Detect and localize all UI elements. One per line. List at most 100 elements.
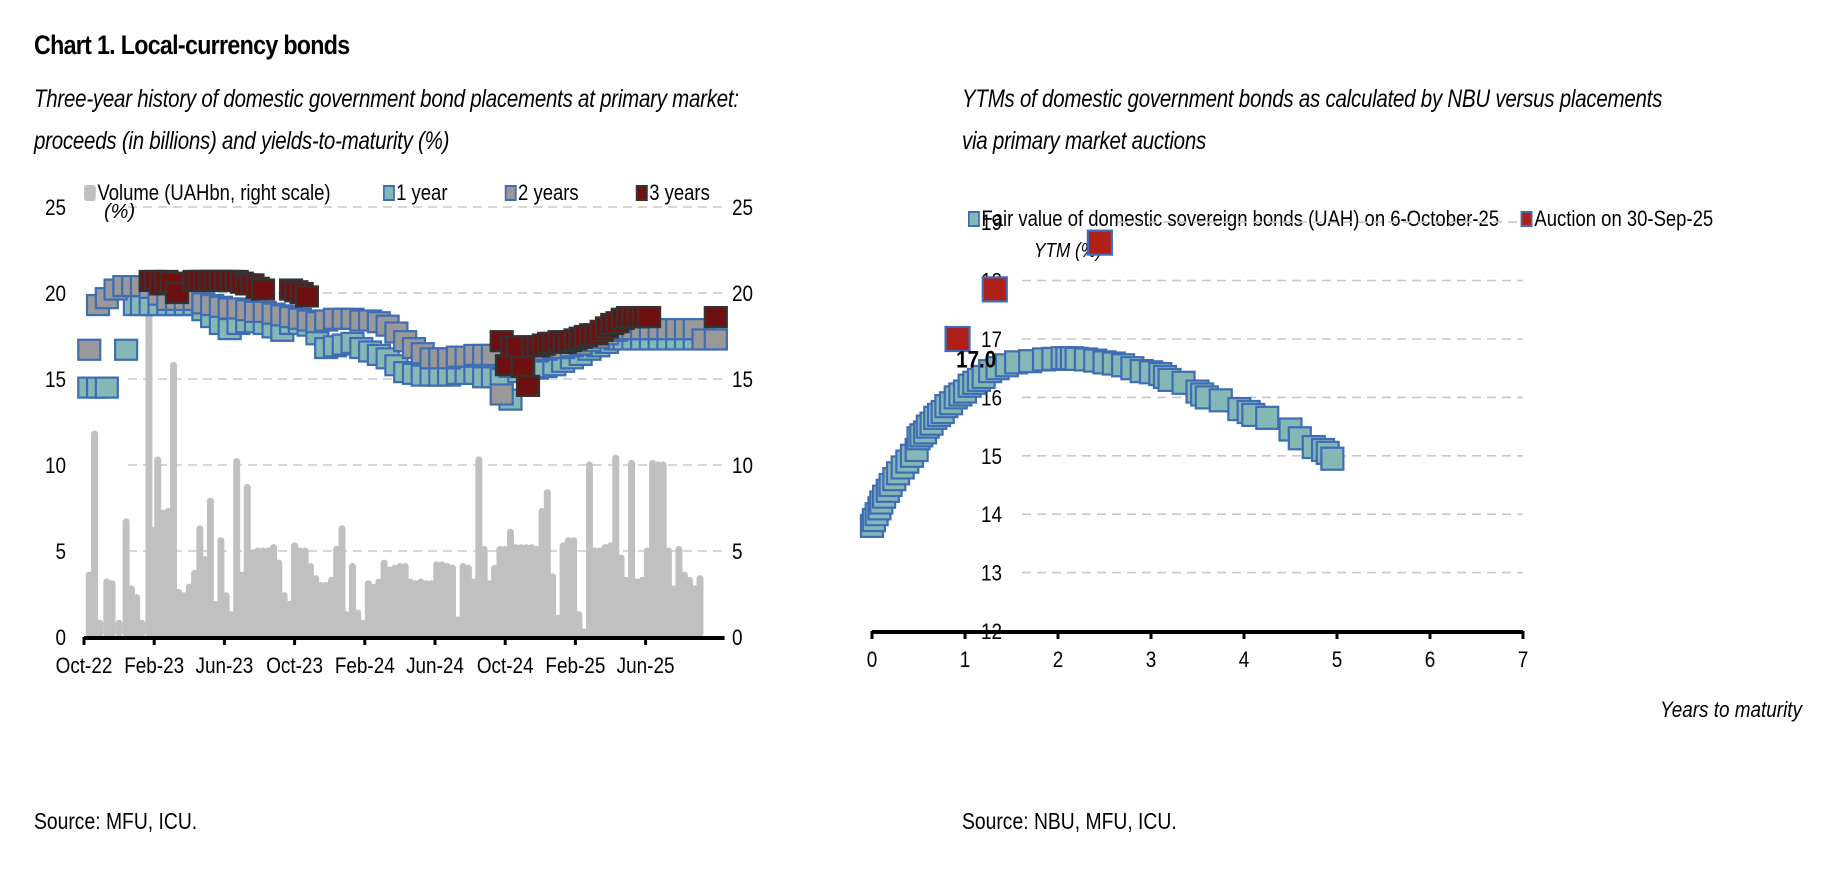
volume-bar	[470, 578, 478, 637]
x-tick-label: 4	[1239, 648, 1250, 673]
volume-bar	[528, 544, 536, 637]
y-tick-label-right: 15	[732, 368, 753, 393]
right-subtitle-line2: via primary market auctions	[962, 127, 1207, 155]
y-tick-label-right: 10	[732, 454, 753, 479]
right-legend: Fair value of domestic sovereign bonds (…	[968, 206, 1713, 232]
volume-bar	[633, 578, 641, 637]
volume-bar	[491, 564, 499, 637]
left-legend: Volume (UAHbn, right scale) 1 year 2 yea…	[84, 180, 710, 206]
three-year-marker	[250, 278, 276, 301]
volume-bar	[570, 537, 578, 637]
fair-value-marker	[1255, 405, 1280, 430]
volume-bar	[675, 545, 683, 637]
volume-bar	[127, 585, 135, 637]
volume-bar	[322, 581, 330, 637]
volume-bar	[607, 542, 614, 637]
right-source: Source: NBU, MFU, ICU.	[962, 808, 1177, 834]
y-tick-label-right: 20	[732, 282, 753, 307]
volume-bar	[222, 592, 230, 637]
volume-bar	[312, 575, 320, 637]
volume-bar	[380, 559, 388, 637]
volume-bar	[464, 564, 472, 637]
volume-bar	[422, 580, 430, 637]
x-tick-label: Oct-23	[266, 654, 323, 679]
volume-bar	[327, 576, 335, 637]
left-chart: 0 5 10 15 20 25 0 5 10 15 20 25 (%) Oct-22 Feb-23 Jun-2…	[45, 196, 753, 679]
volume-bar	[449, 564, 457, 637]
volume-bar	[549, 573, 557, 637]
volume-bar	[459, 563, 467, 637]
volume-bar	[375, 578, 383, 637]
volume-bar	[122, 518, 130, 637]
volume-bar	[591, 547, 599, 637]
volume-bar	[115, 619, 123, 637]
one-year-marker	[114, 338, 139, 361]
volume-bar	[691, 585, 699, 637]
y-tick-label: 19	[981, 211, 1002, 236]
right-subtitle-rest: of domestic government bonds as calculat…	[1014, 85, 1663, 113]
volume-bar	[533, 545, 541, 637]
legend-label-auction: Auction on 30-Sep-25	[1534, 206, 1714, 231]
fair-value-swatch-icon	[968, 211, 980, 227]
three-year-marker	[703, 305, 728, 329]
volume-bar	[622, 576, 630, 637]
volume-bar	[138, 619, 146, 637]
volume-bar	[670, 585, 678, 637]
volume-bar	[270, 544, 278, 637]
volume-bar	[617, 554, 625, 637]
x-tick-label: Jun-24	[406, 654, 464, 679]
volume-bar	[396, 563, 404, 637]
volume-bar	[301, 547, 309, 637]
volume-bar	[191, 569, 199, 637]
volume-bar	[243, 483, 251, 637]
volume-bar	[333, 545, 341, 637]
auction-marker	[1086, 229, 1113, 256]
left-source: Source: MFU, ICU.	[34, 808, 198, 834]
volume-bar	[664, 547, 672, 637]
left-subtitle-line1: Three-year history of domestic governmen…	[34, 85, 739, 113]
volume-bar	[343, 611, 351, 637]
x-tick-label: Feb-25	[545, 654, 605, 679]
three-year-marker	[637, 305, 662, 329]
right-subtitle-ytms: YTMs	[962, 85, 1015, 113]
legend-label-1-year: 1 year	[396, 180, 448, 205]
data-label-annotation: 17.0	[956, 346, 996, 373]
volume-bar	[91, 430, 99, 637]
legend-item-1-year: 1 year	[382, 180, 448, 206]
volume-bar	[517, 544, 525, 637]
volume-bar	[108, 580, 116, 637]
volume-bar	[427, 580, 435, 637]
volume-bar	[654, 461, 662, 637]
volume-bar	[401, 563, 409, 637]
volume-bar	[496, 545, 504, 637]
volume-bar	[406, 578, 414, 637]
two-year-marker	[489, 383, 514, 406]
y-tick-label-right: 5	[732, 540, 743, 565]
legend-label-fair-value: Fair value of domestic sovereign bonds (…	[981, 206, 1500, 231]
volume-bar	[275, 559, 283, 637]
volume-bar	[280, 592, 288, 637]
y-tick-label-left: 25	[45, 196, 66, 221]
y-tick-label-left: 20	[45, 282, 66, 307]
y-tick-label-right: 25	[732, 196, 753, 221]
volume-bar	[659, 461, 667, 637]
volume-bar	[254, 547, 262, 637]
fair-value-marker	[1320, 446, 1345, 471]
three-year-marker	[515, 374, 541, 397]
volume-bar	[475, 456, 483, 637]
volume-bar	[480, 545, 488, 637]
auction-marker	[944, 325, 971, 353]
x-tick-label: Oct-22	[56, 654, 113, 679]
y-tick-label-left: 10	[45, 454, 66, 479]
volume-bar	[145, 275, 153, 637]
y-tick-label: 14	[981, 503, 1002, 528]
volume-bar	[306, 563, 314, 637]
right-subtitle-line1: YTMs of domestic government bonds as cal…	[962, 78, 1662, 120]
volume-bar	[85, 571, 93, 637]
three-year-swatch-icon	[635, 185, 648, 201]
y-axis-label: (%)	[104, 201, 135, 223]
volume-bar	[317, 581, 325, 637]
volume-bar	[575, 611, 583, 637]
volume-swatch-icon	[84, 185, 96, 201]
